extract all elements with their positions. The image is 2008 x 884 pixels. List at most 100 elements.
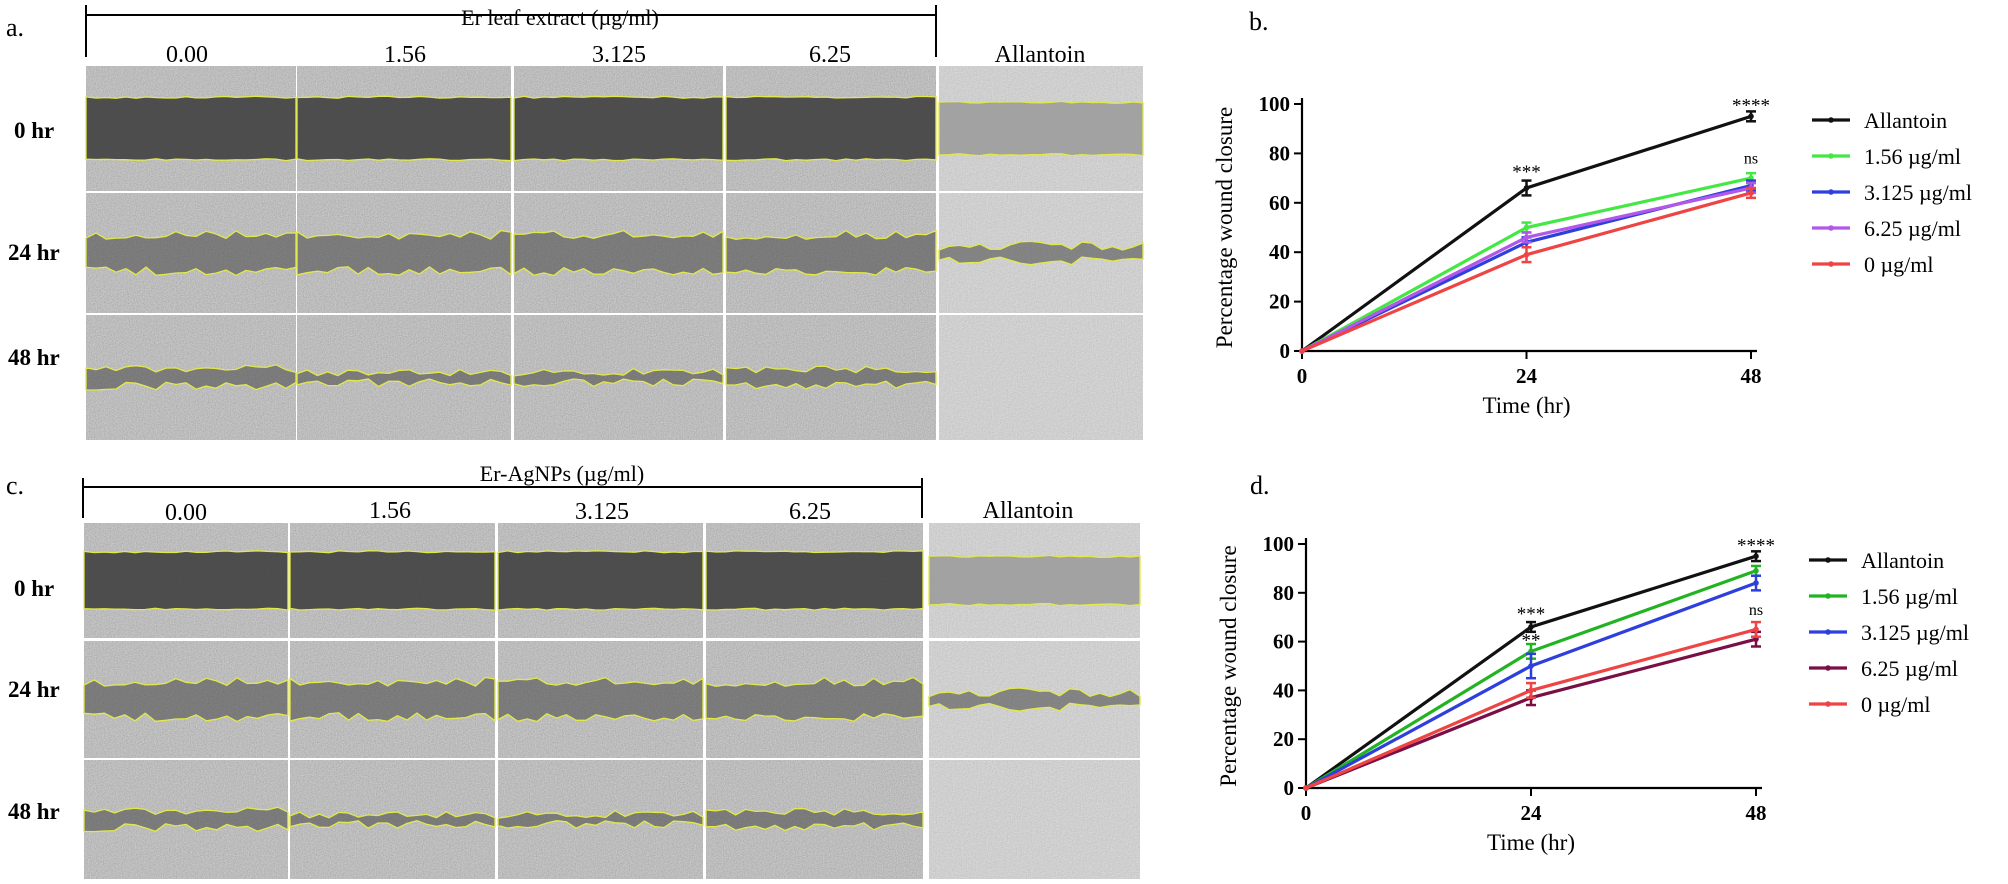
- chart-b-legend-marker: [1828, 225, 1834, 231]
- panel-a-wound-outline-r3-c4: [725, 365, 937, 390]
- panel-a-header: Er leaf extract (µg/ml): [461, 5, 659, 30]
- panel-c-label: c.: [6, 471, 24, 500]
- chart-d-x-tick-label: 24: [1521, 801, 1543, 825]
- panel-a-label: a.: [6, 13, 24, 42]
- panel-c-col-2: 1.56: [369, 498, 411, 524]
- chart-d-y-tick-label: 60: [1273, 630, 1294, 654]
- panel-a-wound-outline-r3-c3: [513, 367, 724, 388]
- panel-c-col-1: 0.00: [165, 500, 207, 526]
- chart-d-significance-label: ****: [1737, 535, 1775, 556]
- panel-a-wound-outline-r2-c3: [513, 229, 724, 277]
- panel-a-wound-outline-r2-c1: [85, 230, 297, 277]
- chart-b-data-point: [1748, 113, 1754, 120]
- panel-a-col-2: 1.56: [384, 42, 426, 68]
- panel-c-wound-outline-r1-c1: [83, 550, 289, 611]
- chart-d-data-point: [1528, 687, 1534, 694]
- chart-b-x-tick-label: 48: [1741, 364, 1762, 388]
- panel-c-wound-outline-r1-c4: [705, 550, 924, 611]
- panel-a-col-4: 6.25: [809, 42, 851, 68]
- panel-c-wound-outline-r2-c3: [497, 676, 704, 723]
- chart-d-legend-marker: [1825, 629, 1831, 635]
- panel-a-wound-outline-r1-c1: [85, 95, 297, 162]
- panel-a-row-1: 0 hr: [14, 118, 54, 143]
- chart-b-legend-marker: [1828, 117, 1834, 123]
- chart-d-data-point: [1753, 626, 1759, 633]
- chart-b-y-tick-label: 40: [1269, 240, 1290, 264]
- chart-b-legend-label-4: 6.25 µg/ml: [1864, 216, 1961, 241]
- panel-c-col-3: 3.125: [575, 499, 629, 525]
- chart-d-y-tick-label: 100: [1263, 532, 1295, 556]
- panel-c-header: Er-AgNPs (µg/ml): [480, 461, 644, 486]
- chart-b-legend-marker: [1828, 261, 1834, 267]
- panel-a-image-r3-c5: [939, 315, 1143, 440]
- chart-b-legend-marker: [1828, 153, 1834, 159]
- panel-c-wound-outline-r2-c1: [83, 677, 289, 723]
- chart-d-data-point: [1528, 624, 1534, 630]
- panel-a-row-2: 24 hr: [8, 240, 60, 265]
- chart-d-x-label: Time (hr): [1487, 830, 1575, 855]
- panel-c-wound-outline-r1-c5: [928, 554, 1141, 607]
- chart-d-y-tick-label: 80: [1273, 581, 1294, 605]
- chart-b-y-tick-label: 0: [1280, 339, 1291, 363]
- chart-b-significance-label: ns: [1744, 150, 1758, 167]
- chart-b-significance-label: ****: [1732, 95, 1770, 116]
- chart-d-panel-label: d.: [1250, 471, 1270, 500]
- panel-c-col-4: 6.25: [789, 499, 831, 525]
- chart-d-significance-label: **: [1522, 631, 1541, 652]
- chart-d-legend-label-3: 3.125 µg/ml: [1861, 620, 1969, 645]
- panel-c-image-r3-c5: [929, 760, 1140, 879]
- chart-b-series-line-5: [1301, 191, 1752, 353]
- chart-d-legend-label-1: Allantoin: [1861, 548, 1944, 573]
- panel-a-wound-outline-r3-c2: [296, 368, 512, 388]
- panel-c-wound-outline-r3-c3: [497, 809, 704, 829]
- panel-c-row-1: 0 hr: [14, 576, 54, 601]
- chart-d-data-point: [1753, 568, 1759, 574]
- chart-d-significance-label: ns: [1749, 602, 1763, 619]
- chart-d-legend-label-2: 1.56 µg/ml: [1861, 584, 1958, 609]
- chart-b-panel-label: b.: [1249, 7, 1269, 36]
- panel-a-col-1: 0.00: [166, 42, 208, 68]
- chart-d-legend-label-5: 0 µg/ml: [1861, 692, 1931, 717]
- panel-a-col-5: Allantoin: [995, 42, 1086, 68]
- chart-d-x-tick-label: 48: [1746, 801, 1767, 825]
- chart-b-legend-marker: [1828, 189, 1834, 195]
- panel-c-wound-outline-r1-c3: [497, 550, 704, 611]
- chart-d-y-tick-label: 0: [1284, 776, 1295, 800]
- chart-d-x-tick-label: 0: [1301, 801, 1312, 825]
- panel-a-wound-outline-r2-c5: [938, 240, 1144, 266]
- chart-b-y-label: Percentage wound closure: [1212, 107, 1237, 348]
- chart-b-x-tick-label: 24: [1516, 364, 1538, 388]
- chart-b-data-point: [1523, 185, 1530, 191]
- panel-a-wound-outline-r1-c5: [938, 100, 1144, 157]
- panel-c-image-grid: [83, 523, 1141, 879]
- panel-a-wound-outline-r2-c2: [296, 229, 512, 276]
- chart-b-significance-label: ***: [1512, 162, 1541, 183]
- chart-b-y-tick-label: 80: [1269, 141, 1290, 165]
- panel-c-col-5: Allantoin: [983, 498, 1074, 524]
- panel-c-wound-outline-r2-c2: [289, 676, 496, 722]
- chart-b-data-point: [1523, 251, 1530, 258]
- chart-b-x-label: Time (hr): [1483, 393, 1571, 418]
- chart-d-data-point: [1753, 553, 1759, 559]
- chart-d-legend-marker: [1825, 665, 1831, 671]
- panel-a-row-3: 48 hr: [8, 345, 60, 370]
- panel-c-row-2: 24 hr: [8, 677, 60, 702]
- panel-a-wound-outline-r2-c4: [725, 229, 937, 276]
- chart-d-y-tick-label: 40: [1273, 678, 1294, 702]
- panel-a-wound-outline-r1-c4: [725, 95, 937, 162]
- chart-d-y-tick-label: 20: [1273, 727, 1294, 751]
- chart-d-y-label: Percentage wound closure: [1216, 545, 1241, 786]
- chart-d-legend-label-4: 6.25 µg/ml: [1861, 656, 1958, 681]
- panel-a-wound-outline-r3-c1: [85, 364, 297, 391]
- chart-d-data-point: [1753, 580, 1759, 586]
- panel-c-wound-outline-r2-c5: [928, 687, 1141, 712]
- chart-d-data-point: [1303, 785, 1309, 791]
- panel-c-wound-outline-r2-c4: [705, 676, 924, 722]
- chart-b-y-tick-label: 20: [1269, 290, 1290, 314]
- chart-b-y-tick-label: 100: [1259, 92, 1291, 116]
- chart-b-legend-label-5: 0 µg/ml: [1864, 252, 1934, 277]
- chart-b-legend-label-1: Allantoin: [1864, 108, 1947, 133]
- chart-b-legend-label-2: 1.56 µg/ml: [1864, 144, 1961, 169]
